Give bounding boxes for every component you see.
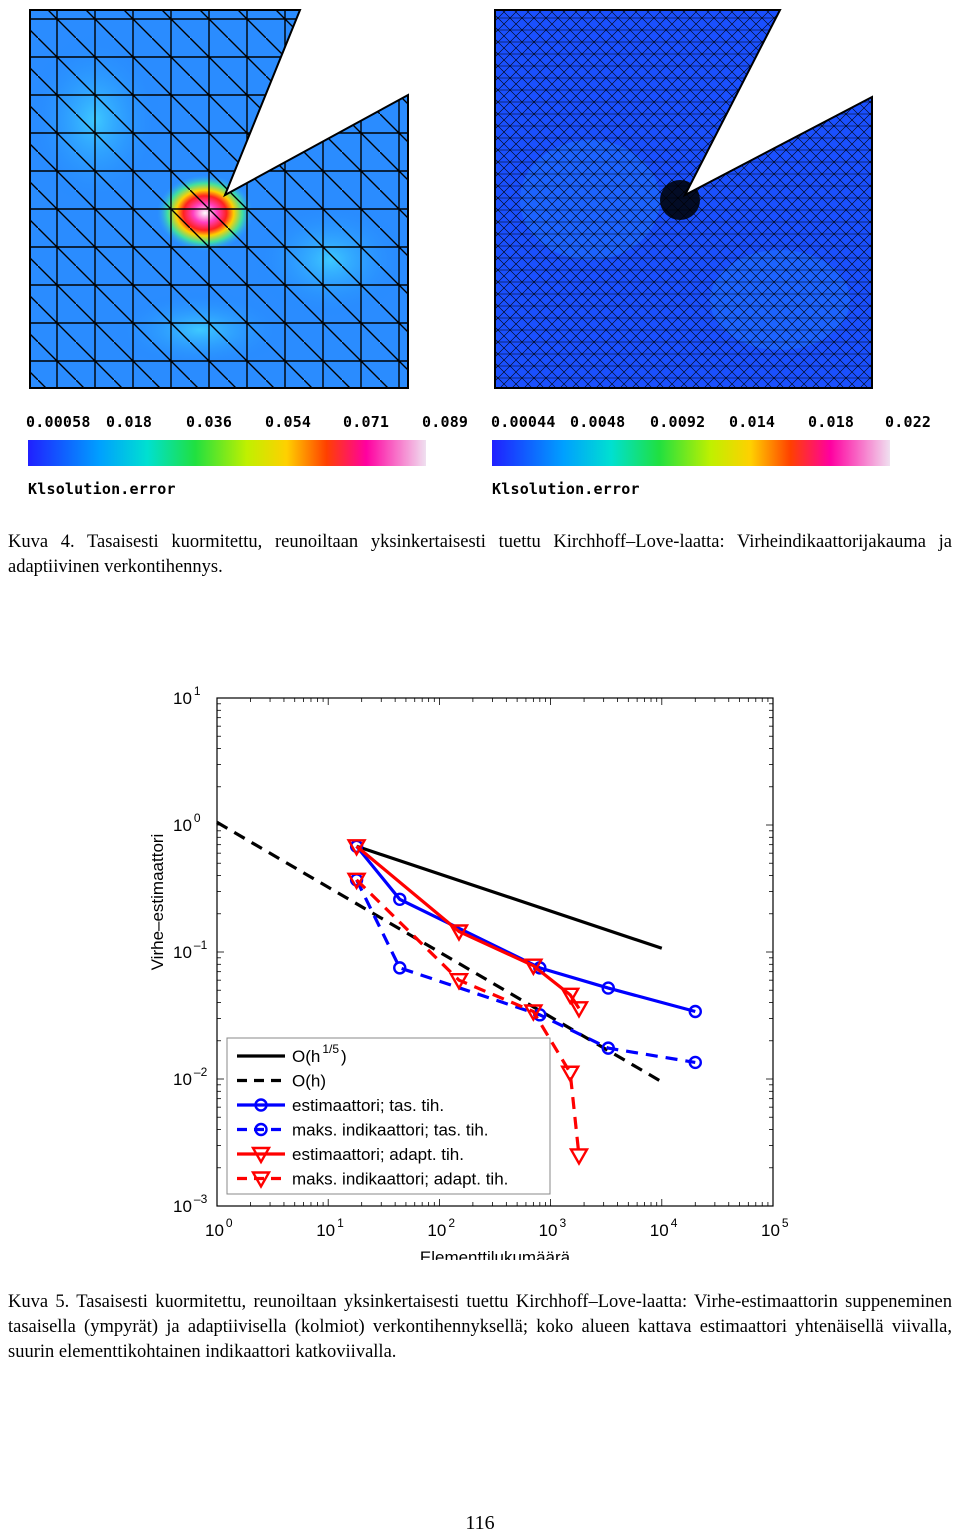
y-axis-label: Virhe–estimaattori	[148, 834, 167, 971]
data-point	[560, 1065, 581, 1084]
series-line-0	[356, 844, 663, 950]
right-colorbar-tick: 0.014	[729, 413, 776, 431]
data-point	[393, 961, 407, 975]
data-point	[393, 892, 407, 906]
data-point	[688, 1004, 702, 1019]
y-tick-label: 10 0	[173, 811, 201, 835]
figure4-caption: Kuva 4. Tasaisesti kuormitettu, reunoilt…	[8, 532, 952, 577]
series-line-5	[355, 878, 581, 1156]
y-tick-label: 10 –1	[173, 938, 208, 962]
legend-entry: O(h 1/5)	[292, 1042, 347, 1066]
y-tick-label: 10 1	[173, 684, 201, 708]
legend-entry: maks. indikaattori; tas. tih.	[292, 1121, 489, 1140]
left-colorbar-tick: 0.071	[343, 413, 390, 431]
right-colorbar-tick: 0.022	[885, 413, 932, 431]
x-tick-label: 10 3	[539, 1216, 567, 1240]
x-tick-label: 10 4	[650, 1216, 678, 1240]
left-colorbar-tick: 0.018	[106, 413, 153, 431]
left-colorbar-label: Klsolution.error	[28, 480, 176, 498]
left-colorbar	[28, 440, 426, 466]
legend-entry: O(h)	[292, 1072, 326, 1091]
x-tick-label: 10 0	[205, 1216, 233, 1240]
right-colorbar-tick: 0.00044	[491, 413, 556, 431]
x-tick-label: 10 2	[427, 1216, 455, 1240]
page-number: 116	[465, 1512, 495, 1534]
series-line-2	[355, 845, 696, 1014]
legend-entry: estimaattori; tas. tih.	[292, 1096, 444, 1115]
y-tick-label: 10 –2	[173, 1065, 208, 1089]
y-tick-label: 10 –3	[173, 1192, 208, 1216]
data-point	[346, 872, 367, 891]
left-colorbar-tick: 0.089	[422, 413, 469, 431]
legend-marker	[250, 1146, 272, 1165]
x-axis-label: Elementtilukumäärä	[420, 1248, 571, 1260]
left-colorbar-tick: 0.00058	[26, 413, 91, 431]
series-line-3	[355, 879, 696, 1065]
data-point	[568, 1001, 590, 1019]
data-point	[346, 839, 367, 857]
data-point	[560, 987, 581, 1006]
data-point	[523, 958, 544, 977]
legend-marker	[250, 1171, 272, 1189]
legend-marker	[254, 1098, 268, 1112]
x-tick-label: 10 1	[316, 1216, 344, 1240]
figure5-caption: Kuva 5. Tasaisesti kuormitettu, reunoilt…	[8, 1292, 952, 1362]
figure4-mesh-plots	[28, 9, 890, 466]
convergence-chart: 10 0 10 1 10 2 10 3 10 4 10 5 10 –3 10 –2 10 –1 10 0 10 1 Elem…	[148, 684, 789, 1260]
legend-marker	[254, 1122, 268, 1137]
right-colorbar-label: Klsolution.error	[492, 480, 640, 498]
right-mesh-plot	[495, 10, 872, 388]
data-point	[601, 1041, 615, 1055]
right-colorbar-tick: 0.018	[808, 413, 855, 431]
data-point	[688, 1055, 702, 1070]
left-colorbar-tick: 0.036	[186, 413, 233, 431]
legend-entry: estimaattori; adapt. tih.	[292, 1145, 464, 1164]
data-point	[601, 981, 615, 995]
data-point	[448, 972, 470, 991]
left-mesh-plot	[30, 10, 408, 388]
data-point	[523, 1004, 544, 1022]
x-tick-label: 10 5	[761, 1216, 789, 1240]
left-colorbar-tick: 0.054	[265, 413, 312, 431]
data-point	[448, 924, 470, 942]
legend-box	[226, 1037, 551, 1195]
data-point	[568, 1148, 590, 1166]
right-colorbar	[492, 440, 890, 466]
right-colorbar-tick: 0.0092	[650, 413, 706, 431]
series-line-1	[216, 820, 663, 1084]
right-colorbar-tick: 0.0048	[570, 413, 626, 431]
legend-entry: maks. indikaattori; adapt. tih.	[292, 1170, 508, 1189]
